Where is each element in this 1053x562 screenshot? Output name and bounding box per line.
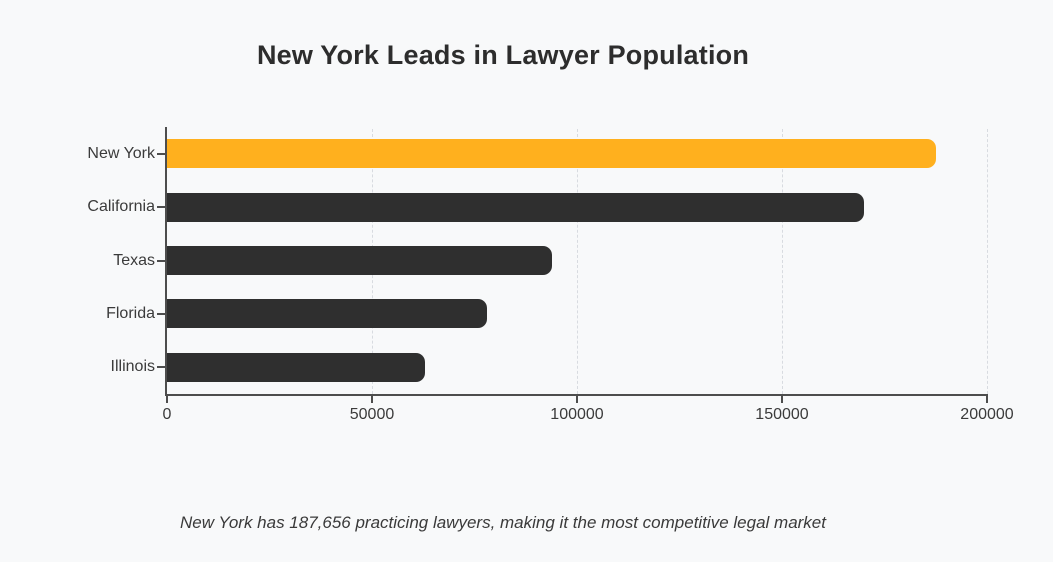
gridline-200000 (987, 129, 988, 394)
x-tick-label-100000: 100000 (550, 406, 604, 423)
category-label-florida: Florida (106, 304, 155, 322)
x-axis-line (165, 394, 988, 396)
x-tick-label-150000: 150000 (755, 406, 809, 423)
gridline-100000 (577, 129, 578, 394)
x-tick-label-0: 0 (162, 406, 172, 423)
bar-illinois (167, 352, 426, 382)
y-tick-illinois (157, 366, 165, 369)
y-tick-texas (157, 259, 165, 262)
bar-texas (167, 246, 553, 275)
category-label-new-york: New York (87, 144, 155, 162)
category-label-illinois: Illinois (110, 358, 155, 376)
category-label-texas: Texas (113, 251, 155, 269)
x-tick-50000 (371, 396, 373, 403)
bar-california (167, 192, 864, 222)
plot-area: New York California Texas Florida Illinois 0 5… (87, 127, 1014, 423)
bar-florida (167, 299, 487, 329)
x-tick-150000 (781, 396, 783, 403)
y-tick-california (157, 206, 165, 209)
gridline-150000 (782, 129, 783, 394)
x-tick-100000 (576, 396, 578, 403)
x-tick-0 (166, 396, 168, 403)
y-tick-new-york (157, 152, 165, 155)
chart-caption: New York has 187,656 practicing lawyers,… (180, 513, 826, 532)
x-tick-200000 (986, 396, 988, 403)
y-tick-florida (157, 312, 165, 315)
chart-title: New York Leads in Lawyer Population (256, 40, 750, 70)
category-label-california: California (87, 198, 155, 216)
bar-new-york (167, 139, 937, 169)
x-tick-label-50000: 50000 (349, 406, 395, 423)
y-axis-spine (165, 127, 167, 394)
x-tick-label-200000: 200000 (960, 406, 1014, 423)
